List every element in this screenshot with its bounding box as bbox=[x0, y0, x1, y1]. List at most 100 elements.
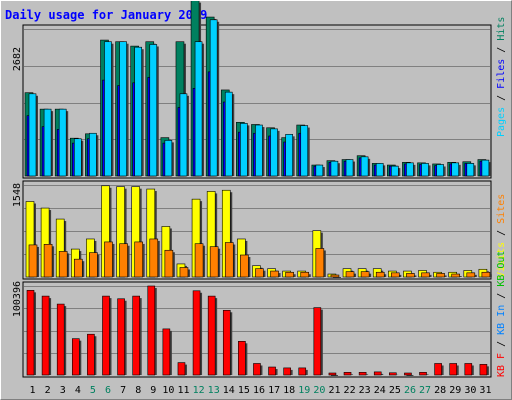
pages-bar bbox=[119, 41, 127, 177]
sites-bar bbox=[315, 248, 325, 278]
legend-top-item: Hits bbox=[496, 17, 507, 41]
sites-bar bbox=[375, 271, 385, 278]
day-label: 6 bbox=[105, 385, 111, 396]
pages-bar bbox=[375, 163, 384, 177]
pages-bar bbox=[300, 125, 309, 177]
pages-bar bbox=[330, 160, 339, 177]
day-label: 31 bbox=[479, 385, 491, 396]
legend-top-separator: / bbox=[496, 89, 507, 107]
sites-bar bbox=[466, 272, 476, 278]
kb-bar bbox=[389, 372, 397, 376]
pages-bar bbox=[315, 164, 324, 177]
legend-top-item: Files bbox=[496, 59, 507, 89]
day-label: 27 bbox=[419, 385, 431, 396]
sites-bar bbox=[481, 271, 491, 278]
sites-bar bbox=[360, 271, 370, 278]
kb-bar bbox=[162, 328, 171, 376]
kb-bar bbox=[419, 372, 427, 376]
kb-bar-shadow bbox=[406, 375, 414, 376]
sites-bar bbox=[224, 242, 234, 278]
kb-bar bbox=[449, 363, 458, 376]
day-label: 9 bbox=[150, 385, 156, 396]
pages-bar bbox=[270, 128, 278, 177]
legend-middle-item: Sites bbox=[496, 194, 507, 224]
pages-bar bbox=[89, 132, 97, 177]
day-label: 28 bbox=[434, 385, 446, 396]
kb-bar bbox=[147, 285, 156, 376]
day-label: 2 bbox=[45, 385, 51, 396]
kb-bar-shadow bbox=[330, 375, 338, 376]
sites-bar bbox=[255, 268, 264, 278]
kb-bar bbox=[222, 309, 231, 376]
panel-2-box bbox=[22, 180, 492, 280]
day-label: 26 bbox=[404, 385, 416, 396]
day-label: 21 bbox=[328, 385, 340, 396]
day-label: 18 bbox=[283, 385, 295, 396]
legend-middle-separator: / bbox=[496, 224, 507, 242]
day-label: 10 bbox=[162, 385, 174, 396]
kb-bar bbox=[132, 295, 140, 376]
pages-bar bbox=[466, 163, 475, 177]
panel-1-max-label: 2682 bbox=[12, 47, 23, 71]
legend-bottom-item: KB Out bbox=[496, 251, 507, 287]
sites-bar bbox=[436, 273, 445, 278]
pages-bar bbox=[240, 123, 248, 177]
kb-bar bbox=[313, 307, 322, 376]
day-label: 19 bbox=[298, 385, 310, 396]
day-label: 8 bbox=[135, 385, 141, 396]
day-label: 23 bbox=[359, 385, 371, 396]
pages-bar bbox=[285, 134, 293, 177]
pages-bar bbox=[149, 44, 158, 177]
kb-bar bbox=[192, 290, 201, 376]
kb-bar bbox=[177, 362, 186, 376]
sites-bar bbox=[179, 267, 189, 278]
sites-bar bbox=[451, 273, 461, 278]
kb-bar bbox=[298, 367, 307, 376]
kb-bar bbox=[268, 366, 276, 376]
sites-bar bbox=[345, 271, 355, 278]
legend-bottom-item: KB In bbox=[496, 305, 507, 335]
pages-bar bbox=[58, 108, 67, 177]
pages-bar bbox=[134, 46, 142, 177]
pages-bar bbox=[224, 91, 233, 177]
kb-bar bbox=[117, 298, 125, 376]
kb-bar bbox=[41, 295, 50, 376]
day-label: 29 bbox=[449, 385, 461, 396]
sites-bar bbox=[43, 244, 53, 278]
sites-bar bbox=[330, 274, 340, 278]
legend-top-item: Pages bbox=[496, 107, 507, 137]
pages-bar bbox=[391, 165, 399, 177]
pages-bar bbox=[345, 159, 354, 177]
kb-bar bbox=[102, 295, 110, 376]
day-label: 24 bbox=[374, 385, 386, 396]
day-label: 5 bbox=[90, 385, 96, 396]
sites-bar bbox=[73, 258, 83, 278]
sites-bar bbox=[270, 270, 279, 278]
sites-bar bbox=[285, 271, 294, 278]
day-label: 3 bbox=[60, 385, 66, 396]
kb-bar bbox=[328, 372, 337, 376]
sites-bar bbox=[104, 241, 113, 278]
sites-bar bbox=[149, 238, 159, 278]
pages-bar bbox=[194, 41, 203, 177]
kb-bar bbox=[404, 372, 412, 376]
kb-bar bbox=[434, 363, 442, 376]
sites-bar bbox=[28, 244, 38, 278]
pages-bar bbox=[179, 93, 188, 177]
kb-bar bbox=[464, 363, 473, 376]
kb-bar bbox=[238, 341, 246, 376]
pages-bar bbox=[164, 140, 173, 177]
kb-bar bbox=[26, 290, 35, 376]
legend-top: Pages / Files / Hits bbox=[496, 17, 507, 137]
day-label: 4 bbox=[75, 385, 81, 396]
day-label: 25 bbox=[389, 385, 401, 396]
sites-bar bbox=[134, 241, 143, 278]
legend-top-separator: / bbox=[496, 41, 507, 59]
kb-bar bbox=[343, 372, 352, 376]
sites-bar bbox=[209, 246, 219, 278]
sites-bar bbox=[58, 251, 68, 278]
sites-bar-shadow bbox=[332, 277, 341, 278]
sites-bar bbox=[240, 254, 249, 278]
